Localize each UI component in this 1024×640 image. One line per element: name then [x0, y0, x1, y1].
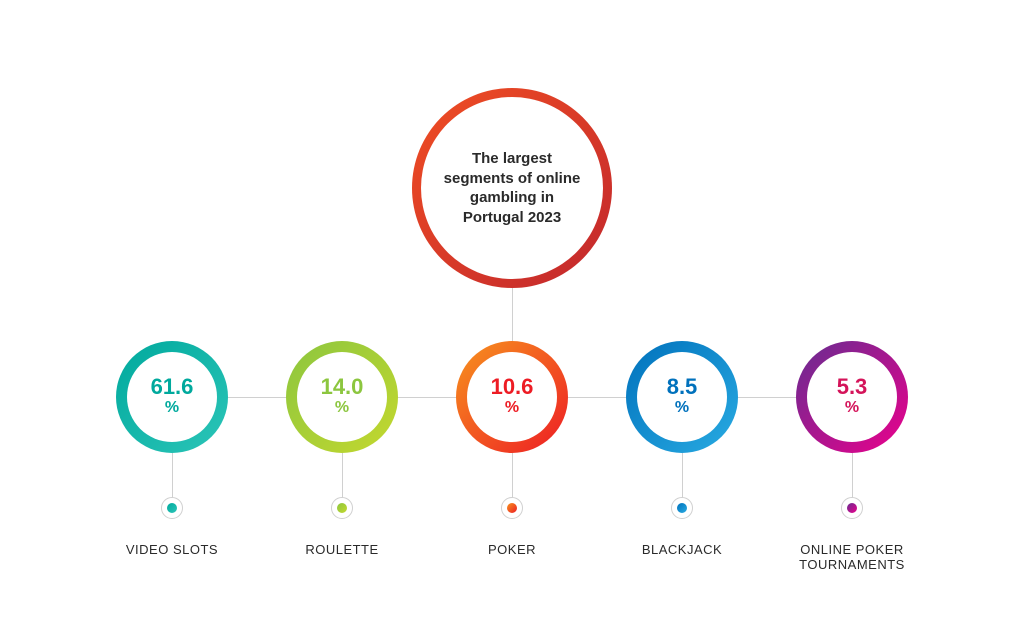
segment-dot-inner [507, 503, 517, 513]
segment-dot [841, 497, 863, 519]
segment-label: BLACKJACK [602, 542, 762, 557]
segment-value: 10.6 [491, 376, 534, 398]
segment-dot-inner [847, 503, 857, 513]
title-circle: The largest segments of online gambling … [412, 88, 612, 288]
segment-unit: % [675, 398, 689, 417]
segment-dot [331, 497, 353, 519]
segment-unit: % [505, 398, 519, 417]
segment-dot [501, 497, 523, 519]
segment-circle: 5.3% [796, 341, 908, 453]
segment-label: POKER [432, 542, 592, 557]
segment-label: ONLINE POKER TOURNAMENTS [772, 542, 932, 572]
segment-circle: 8.5% [626, 341, 738, 453]
segment-dot-inner [677, 503, 687, 513]
segment-circle: 10.6% [456, 341, 568, 453]
segment-value: 14.0 [321, 376, 364, 398]
segment-unit: % [845, 398, 859, 417]
segment-dot [671, 497, 693, 519]
segment-dot-inner [167, 503, 177, 513]
segment-value: 8.5 [667, 376, 698, 398]
segment-unit: % [335, 398, 349, 417]
title-text: The largest segments of online gambling … [421, 129, 603, 247]
segment-value: 5.3 [837, 376, 868, 398]
segment-circle: 61.6% [116, 341, 228, 453]
segment-dot [161, 497, 183, 519]
segment-dot-inner [337, 503, 347, 513]
segment-circle: 14.0% [286, 341, 398, 453]
segment-label: VIDEO SLOTS [92, 542, 252, 557]
segment-value: 61.6 [151, 376, 194, 398]
segment-unit: % [165, 398, 179, 417]
segment-label: ROULETTE [262, 542, 422, 557]
